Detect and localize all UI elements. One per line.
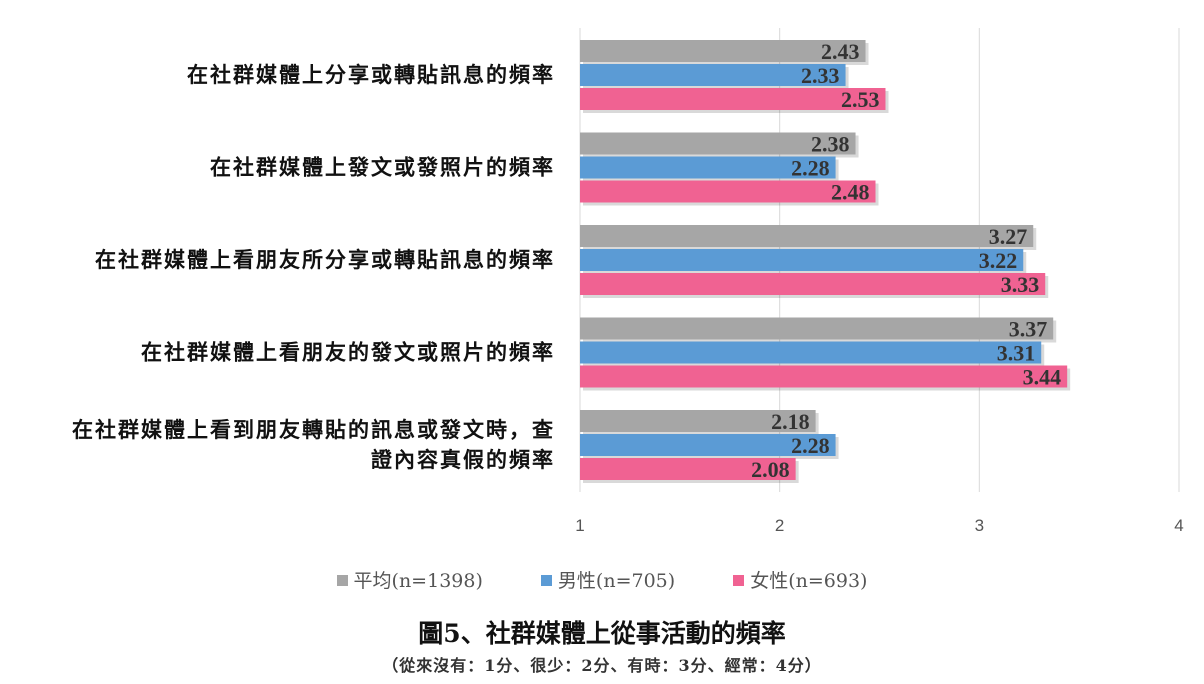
value-label-male-5: 2.28 — [791, 433, 830, 458]
bar-male-5 — [580, 434, 836, 456]
category-label-1-line-1: 在社群媒體上分享或轉貼訊息的頻率 — [187, 62, 555, 87]
value-label-male-1: 2.33 — [801, 63, 840, 88]
bar-chart: 1 2 3 4 在社群媒體上分享或轉貼訊息的頻率在社群媒體上發文或發照片的頻率在社群媒體… — [72, 28, 1184, 535]
legend-item-female: 女性(n=693) — [733, 566, 867, 593]
value-label-average-2: 2.38 — [811, 132, 850, 157]
bar-female-2 — [580, 180, 876, 203]
category-label-2-line-1: 在社群媒體上發文或發照片的頻率 — [210, 155, 555, 180]
bar-female-4 — [580, 365, 1068, 388]
x-tick-label-2: 2 — [775, 516, 784, 535]
legend-swatch-average — [336, 575, 348, 586]
value-label-female-4: 3.44 — [1023, 365, 1062, 390]
bar-male-3 — [580, 249, 1024, 271]
category-label-5-line-2: 證內容真假的頻率 — [371, 447, 555, 472]
value-label-female-5: 2.08 — [751, 457, 790, 482]
legend-label-average: 平均(n=1398) — [353, 570, 483, 592]
bar-male-4 — [580, 341, 1042, 364]
chart-subtitle: （從來沒有：1分、很少：2分、有時：3分、經常：4分） — [382, 656, 822, 675]
x-tick-label-1: 1 — [575, 516, 584, 535]
bar-male-1 — [580, 64, 846, 86]
bar-male-2 — [580, 156, 836, 179]
value-label-average-3: 3.27 — [989, 224, 1028, 249]
value-label-female-2: 2.48 — [831, 180, 870, 205]
value-label-female-1: 2.53 — [841, 87, 880, 112]
value-label-average-1: 2.43 — [821, 39, 860, 64]
legend-swatch-male — [540, 575, 552, 586]
chart-title: 圖5、社群媒體上從事活動的頻率 — [418, 619, 786, 648]
legend-item-average: 平均(n=1398) — [336, 566, 483, 593]
value-label-male-2: 2.28 — [791, 156, 830, 181]
bar-average-4 — [580, 317, 1054, 340]
x-tick-label-4: 4 — [1174, 516, 1183, 535]
bar-female-1 — [580, 88, 886, 110]
chart-legend: 平均(n=1398) 男性(n=705) 女性(n=693) — [0, 566, 1204, 593]
bar-average-3 — [580, 225, 1034, 247]
bar-female-3 — [580, 273, 1046, 295]
bar-average-5 — [580, 410, 816, 432]
value-label-male-3: 3.22 — [979, 248, 1018, 273]
value-label-average-5: 2.18 — [771, 409, 810, 434]
legend-label-male: 男性(n=705) — [557, 570, 676, 592]
bar-average-2 — [580, 132, 856, 155]
value-label-average-4: 3.37 — [1009, 317, 1048, 342]
bar-female-5 — [580, 458, 796, 480]
legend-label-female: 女性(n=693) — [750, 570, 868, 592]
bar-average-1 — [580, 40, 866, 62]
category-label-5-line-1: 在社群媒體上看到朋友轉貼的訊息或發文時，查 — [72, 417, 555, 442]
value-label-male-4: 3.31 — [997, 341, 1036, 366]
value-label-female-3: 3.33 — [1001, 272, 1040, 297]
legend-item-male: 男性(n=705) — [540, 566, 676, 593]
legend-swatch-female — [733, 575, 745, 586]
category-label-3-line-1: 在社群媒體上看朋友所分享或轉貼訊息的頻率 — [95, 247, 555, 272]
category-label-4-line-1: 在社群媒體上看朋友的發文或照片的頻率 — [141, 340, 555, 365]
x-tick-label-3: 3 — [975, 516, 984, 535]
